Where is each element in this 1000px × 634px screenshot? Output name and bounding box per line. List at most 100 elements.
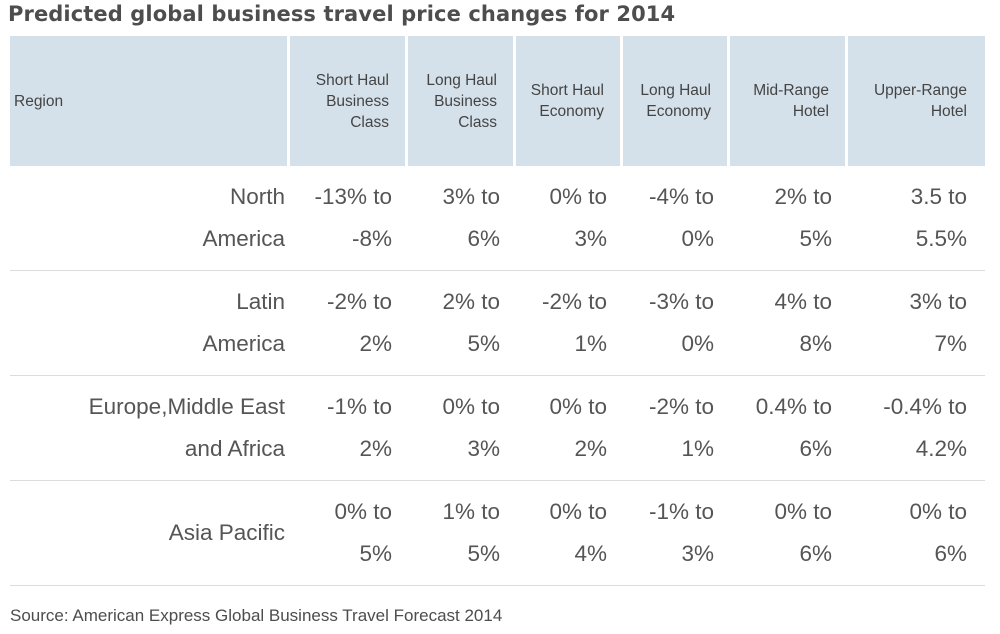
range-value: 0% to bbox=[549, 184, 607, 209]
range-value: 8% bbox=[799, 331, 832, 356]
range-value: -8% bbox=[351, 226, 392, 251]
range-value: 0% to bbox=[909, 499, 967, 524]
price-change-table: Region Short Haul Business Class Long Haul Bu… bbox=[10, 36, 985, 586]
range-value: -3% to bbox=[648, 289, 714, 314]
table-body: North America -13% to -8% 3% to 6% 0% to 3% -4% … bbox=[10, 166, 985, 586]
value-cell-short-haul-business: -13% to -8% bbox=[290, 166, 408, 271]
value-cell-long-haul-business: 0% to 3% bbox=[408, 376, 516, 481]
region-label: and Africa bbox=[184, 436, 285, 461]
column-header-line: Class bbox=[350, 113, 389, 131]
range-value: -2% to bbox=[541, 289, 607, 314]
range-value: 0% bbox=[681, 226, 714, 251]
range-value: 0% to bbox=[334, 499, 392, 524]
value-cell-mid-range-hotel: 4% to 8% bbox=[730, 271, 848, 376]
value-cell-short-haul-business: 0% to 5% bbox=[290, 481, 408, 586]
value-cell-long-haul-economy: -4% to 0% bbox=[623, 166, 730, 271]
column-header-line: Short Haul bbox=[530, 82, 604, 99]
table-title: Predicted global business travel price c… bbox=[8, 2, 676, 26]
table-row: North America -13% to -8% 3% to 6% 0% to 3% -4% … bbox=[10, 166, 985, 271]
value-cell-upper-range-hotel: 3.5 to 5.5% bbox=[848, 166, 985, 271]
column-header-short-haul-economy: Short Haul Economy bbox=[516, 36, 623, 166]
range-value: 4% to bbox=[774, 289, 832, 314]
region-label: Asia Pacific bbox=[168, 520, 285, 545]
range-value: 5% bbox=[467, 541, 500, 566]
region-label: America bbox=[202, 331, 285, 356]
table-row: Asia Pacific 0% to 5% 1% to 5% 0% to 4% -1% to 3… bbox=[10, 481, 985, 586]
table-row: Latin America -2% to 2% 2% to 5% -2% to 1% -3% t… bbox=[10, 271, 985, 376]
range-value: 0% to bbox=[774, 499, 832, 524]
range-value: 6% bbox=[799, 436, 832, 461]
range-value: 3% to bbox=[909, 289, 967, 314]
column-header-line: Hotel bbox=[792, 103, 829, 120]
value-cell-short-haul-business: -2% to 2% bbox=[290, 271, 408, 376]
range-value: 3% bbox=[574, 226, 607, 251]
region-label: America bbox=[202, 226, 285, 251]
value-cell-long-haul-economy: -2% to 1% bbox=[623, 376, 730, 481]
table-row: Europe,Middle East and Africa -1% to 2% 0% t… bbox=[10, 376, 985, 481]
region-cell: Europe,Middle East and Africa bbox=[10, 376, 290, 481]
range-value: 2% bbox=[359, 331, 392, 356]
value-cell-mid-range-hotel: 2% to 5% bbox=[730, 166, 848, 271]
value-cell-short-haul-economy: 0% to 2% bbox=[516, 376, 623, 481]
range-value: 2% bbox=[359, 436, 392, 461]
range-value: 5% bbox=[359, 541, 392, 566]
value-cell-long-haul-business: 1% to 5% bbox=[408, 481, 516, 586]
range-value: 3% to bbox=[442, 184, 500, 209]
column-header-upper-range-hotel: Upper-Range Hotel bbox=[848, 36, 985, 166]
column-header-region: Region bbox=[10, 36, 290, 166]
source-note: Source: American Express Global Business… bbox=[10, 606, 503, 625]
value-cell-long-haul-economy: -1% to 3% bbox=[623, 481, 730, 586]
range-value: 3% bbox=[467, 436, 500, 461]
range-value: 0% to bbox=[442, 394, 500, 419]
range-value: 3.5 to bbox=[910, 184, 967, 209]
range-value: 0% to bbox=[549, 394, 607, 419]
column-header-mid-range-hotel: Mid-Range Hotel bbox=[730, 36, 848, 166]
range-value: -1% to bbox=[648, 499, 714, 524]
column-header-line: Long Haul bbox=[426, 71, 497, 89]
range-value: 5.5% bbox=[915, 226, 967, 251]
column-header-line: Region bbox=[14, 92, 64, 110]
range-value: -4% to bbox=[648, 184, 714, 209]
range-value: -1% to bbox=[326, 394, 392, 419]
value-cell-mid-range-hotel: 0.4% to 6% bbox=[730, 376, 848, 481]
range-value: 7% bbox=[934, 331, 967, 356]
range-value: 2% to bbox=[774, 184, 832, 209]
value-cell-long-haul-business: 3% to 6% bbox=[408, 166, 516, 271]
header-row: Region Short Haul Business Class Long Haul Bu… bbox=[10, 36, 985, 166]
range-value: -0.4% to bbox=[883, 394, 967, 419]
range-value: 2% to bbox=[442, 289, 500, 314]
value-cell-short-haul-economy: 0% to 3% bbox=[516, 166, 623, 271]
value-cell-short-haul-business: -1% to 2% bbox=[290, 376, 408, 481]
value-cell-long-haul-economy: -3% to 0% bbox=[623, 271, 730, 376]
column-header-long-haul-business: Long Haul Business Class bbox=[408, 36, 516, 166]
range-value: -2% to bbox=[326, 289, 392, 314]
range-value: 0.4% to bbox=[755, 394, 832, 419]
column-header-line: Long Haul bbox=[640, 82, 711, 99]
column-header-line: Business bbox=[434, 92, 497, 110]
range-value: 6% bbox=[467, 226, 500, 251]
range-value: 5% bbox=[467, 331, 500, 356]
range-value: 6% bbox=[799, 541, 832, 566]
column-header-line: Economy bbox=[646, 103, 711, 120]
column-header-line: Mid-Range bbox=[753, 82, 829, 99]
value-cell-long-haul-business: 2% to 5% bbox=[408, 271, 516, 376]
range-value: 5% bbox=[799, 226, 832, 251]
column-header-long-haul-economy: Long Haul Economy bbox=[623, 36, 730, 166]
region-cell: North America bbox=[10, 166, 290, 271]
range-value: 4% bbox=[574, 541, 607, 566]
value-cell-short-haul-economy: -2% to 1% bbox=[516, 271, 623, 376]
range-value: -13% to bbox=[314, 184, 392, 209]
range-value: 3% bbox=[681, 541, 714, 566]
column-header-line: Short Haul bbox=[315, 71, 389, 89]
range-value: -2% to bbox=[648, 394, 714, 419]
range-value: 0% to bbox=[549, 499, 607, 524]
range-value: 6% bbox=[934, 541, 967, 566]
range-value: 1% to bbox=[442, 499, 500, 524]
range-value: 4.2% bbox=[915, 436, 967, 461]
value-cell-short-haul-economy: 0% to 4% bbox=[516, 481, 623, 586]
region-label: North bbox=[229, 184, 285, 209]
column-header-line: Business bbox=[326, 92, 389, 110]
value-cell-upper-range-hotel: 3% to 7% bbox=[848, 271, 985, 376]
column-header-line: Upper-Range bbox=[873, 82, 967, 99]
region-label: Latin bbox=[236, 289, 285, 314]
